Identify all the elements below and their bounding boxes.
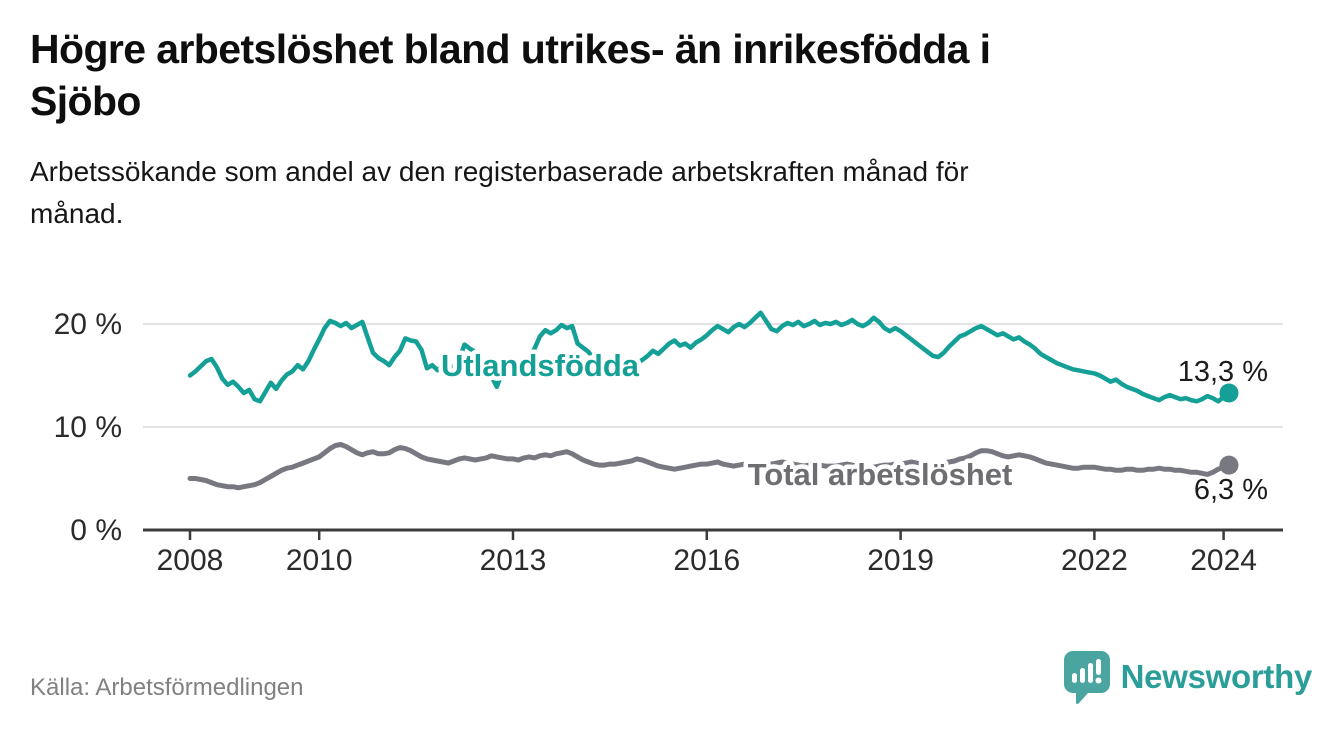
y-tick-label-10: 10 %	[54, 411, 122, 444]
chart-header: Högre arbetslöshet bland utrikes- än inr…	[30, 24, 1300, 235]
subtitle-line-1: Arbetssökande som andel av den registerb…	[30, 156, 969, 188]
end-value-label-total: 6,3 %	[1194, 474, 1268, 506]
title-line-2: Sjöbo	[30, 77, 141, 124]
y-tick-label-20: 20 %	[54, 308, 122, 341]
x-tick-label-2024: 2024	[1190, 544, 1257, 577]
x-tick-label-2010: 2010	[286, 544, 353, 577]
x-tick-label-2019: 2019	[867, 544, 934, 577]
chart-svg: 2008 2010 2013 2016 2019 2022 2024 0 % 10 % 20 % U…	[54, 308, 1283, 577]
series-label-total: Total arbetslöshet	[748, 457, 1013, 492]
end-value-label-utlandsfodda: 13,3 %	[1178, 356, 1268, 388]
end-dot-utlandsfodda	[1219, 383, 1239, 403]
series-line-utlandsfodda	[187, 310, 1232, 404]
subtitle-line-2: månad.	[30, 198, 124, 230]
series-label-utlandsfodda: Utlandsfödda	[441, 348, 640, 383]
x-tick-label-2016: 2016	[673, 544, 740, 577]
x-tick-label-2008: 2008	[157, 544, 224, 577]
x-tick-label-2013: 2013	[480, 544, 547, 577]
series-line-total	[187, 442, 1232, 491]
newsworthy-logo: Newsworthy	[1063, 650, 1312, 704]
source-caption: Källa: Arbetsförmedlingen	[30, 674, 304, 701]
chart-subtitle: Arbetssökande som andel av den registerb…	[30, 151, 1300, 235]
end-dot-total	[1219, 455, 1239, 475]
title-line-1: Högre arbetslöshet bland utrikes- än inr…	[30, 26, 991, 72]
unemployment-line-chart: 2008 2010 2013 2016 2019 2022 2024 0 % 10 % 20 % U…	[0, 280, 1340, 600]
x-tick-label-2022: 2022	[1061, 544, 1128, 577]
newsworthy-bubble-icon	[1063, 651, 1110, 704]
y-tick-label-0: 0 %	[70, 514, 122, 547]
page-title: Högre arbetslöshet bland utrikes- än inr…	[30, 24, 1300, 127]
newsworthy-wordmark: Newsworthy	[1120, 658, 1313, 695]
